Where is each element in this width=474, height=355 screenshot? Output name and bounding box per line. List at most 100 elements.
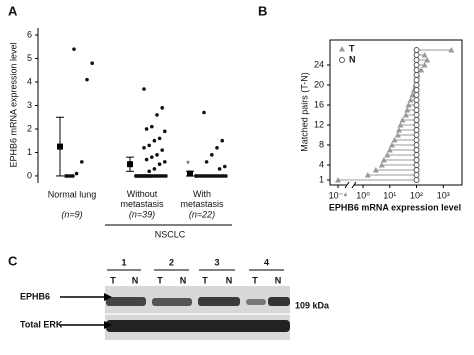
- data-point: [160, 148, 164, 152]
- y-axis-label: Matched pairs (T-N): [299, 72, 309, 152]
- data-point: [90, 61, 94, 66]
- normal-marker: [413, 112, 420, 118]
- normal-marker: [413, 167, 420, 173]
- mean-marker: [57, 143, 63, 150]
- annotation: *: [186, 159, 190, 169]
- data-point: [144, 157, 149, 162]
- y-tick-label: 4: [27, 76, 32, 86]
- tumor-marker: [421, 52, 428, 58]
- normal-marker: [413, 107, 420, 113]
- data-point: [160, 106, 164, 110]
- data-point: [220, 138, 224, 143]
- normal-marker: [413, 117, 420, 123]
- normal-marker: [413, 102, 420, 108]
- x-tick-label: Without metastasis: [120, 189, 164, 209]
- data-point: [163, 160, 167, 164]
- lane-sublabel: N: [180, 275, 187, 285]
- data-point: [204, 160, 209, 164]
- y-tick-label: 24: [314, 59, 324, 69]
- normal-marker: [413, 57, 420, 63]
- data-point: [80, 160, 84, 164]
- data-point: [223, 164, 227, 169]
- data-point: [157, 162, 162, 167]
- legend-label: T: [349, 43, 355, 53]
- tumor-marker: [391, 137, 398, 143]
- axis-break: [351, 181, 357, 189]
- tumor-marker: [421, 62, 428, 68]
- data-point: [164, 174, 168, 178]
- tumor-marker: [395, 127, 402, 133]
- lane-label: 1: [121, 257, 126, 267]
- tumor-marker: [335, 177, 341, 183]
- data-point: [144, 127, 149, 131]
- y-tick-label: 0: [27, 170, 32, 180]
- data-point: [224, 174, 228, 178]
- data-point: [142, 145, 146, 150]
- x-tick-label: 10²: [410, 190, 423, 200]
- normal-marker: [413, 162, 420, 168]
- normal-marker: [413, 132, 420, 138]
- tumor-marker: [448, 47, 455, 53]
- lane-label: 2: [169, 257, 174, 267]
- tumor-marker: [380, 157, 387, 163]
- x-tick-label: 10⁰: [356, 190, 370, 200]
- y-tick-label: 5: [27, 53, 32, 63]
- lane-sublabel: N: [226, 275, 233, 285]
- mean-marker: [187, 170, 193, 177]
- tumor-marker: [404, 107, 411, 113]
- data-point: [155, 113, 159, 117]
- data-point: [155, 153, 159, 157]
- x-tick-label: Normal lung: [48, 189, 97, 199]
- legend-marker: [339, 46, 345, 52]
- data-point: [72, 47, 76, 51]
- data-point: [150, 155, 154, 159]
- normal-marker: [413, 87, 420, 93]
- row-label: EPHB6: [20, 291, 50, 301]
- data-point: [194, 174, 198, 178]
- lane-sublabel: T: [157, 275, 163, 285]
- x-tick-label: 10¹: [383, 190, 396, 200]
- data-point: [210, 153, 214, 157]
- normal-marker: [413, 62, 420, 68]
- normal-marker: [413, 122, 420, 128]
- n-label: (n=39): [129, 209, 155, 219]
- panel-letter: B: [258, 3, 267, 18]
- tumor-marker: [372, 167, 379, 173]
- y-tick-label: 20: [314, 79, 324, 89]
- normal-marker: [413, 152, 420, 158]
- tumor-marker: [388, 142, 395, 148]
- tumor-marker: [405, 102, 412, 108]
- lane-sublabel: T: [252, 275, 258, 285]
- axis-break: [344, 181, 350, 189]
- normal-marker: [413, 52, 420, 58]
- tumor-marker: [407, 97, 414, 103]
- data-point: [74, 171, 79, 176]
- normal-marker: [413, 157, 420, 163]
- lane-sublabel: T: [110, 275, 116, 285]
- y-tick-label: 1: [27, 147, 32, 157]
- tumor-marker: [384, 152, 391, 158]
- panel-letter: A: [8, 3, 18, 18]
- x-tick-label: 10⁻⁴: [329, 190, 348, 200]
- normal-marker: [413, 137, 420, 143]
- tumor-marker: [386, 147, 393, 153]
- y-tick-label: 6: [27, 29, 32, 39]
- lane-label: 4: [264, 257, 269, 267]
- normal-marker: [413, 177, 420, 183]
- data-point: [152, 167, 157, 171]
- normal-marker: [413, 92, 420, 98]
- size-label: 109 kDa: [295, 300, 330, 310]
- y-tick-label: 8: [319, 139, 324, 149]
- legend-marker: [339, 57, 345, 63]
- axis-break: [347, 182, 354, 188]
- mean-marker: [127, 161, 133, 168]
- normal-marker: [413, 77, 420, 83]
- tumor-marker: [378, 162, 385, 168]
- x-axis-label: EPHB6 mRNA expression level: [329, 202, 461, 212]
- normal-marker: [413, 97, 420, 103]
- tumor-marker: [418, 67, 425, 73]
- y-tick-label: 1: [319, 174, 324, 184]
- data-point: [147, 143, 151, 148]
- y-tick-label: 2: [27, 123, 32, 133]
- lane-sublabel: T: [202, 275, 208, 285]
